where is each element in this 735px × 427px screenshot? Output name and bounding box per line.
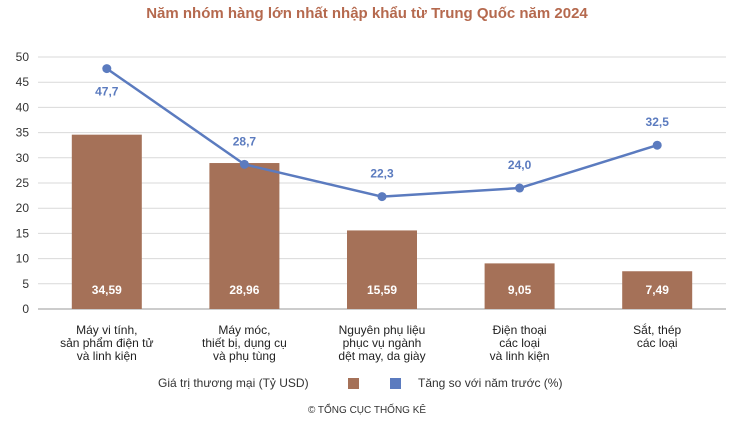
y-tick-label: 0 bbox=[22, 302, 29, 316]
line-data-label: 32,5 bbox=[646, 115, 670, 129]
line-data-label: 24,0 bbox=[508, 158, 532, 172]
gridlines bbox=[38, 56, 726, 310]
x-category-line: Máy móc, bbox=[218, 323, 270, 337]
y-tick-label: 15 bbox=[16, 226, 30, 240]
bar bbox=[622, 271, 693, 309]
line-point bbox=[652, 140, 662, 150]
bar bbox=[347, 230, 417, 309]
x-category-line: Sắt, thép bbox=[633, 322, 681, 337]
x-axis-categories: Máy vi tính, sản phẩm điện tử và linh kiện… bbox=[60, 322, 681, 363]
bar bbox=[71, 134, 142, 309]
legend-bar-label: Giá trị thương mại (Tỷ USD) bbox=[158, 376, 309, 390]
x-category-line: các loại bbox=[499, 336, 540, 350]
x-category-line: và phụ tùng bbox=[213, 349, 276, 363]
y-tick-label: 45 bbox=[16, 75, 30, 89]
x-category-line: Nguyên phụ liệu bbox=[339, 323, 426, 337]
y-tick-label: 50 bbox=[16, 50, 30, 64]
bar-data-label: 15,59 bbox=[367, 283, 397, 297]
line-point bbox=[239, 159, 249, 169]
legend-line-swatch bbox=[390, 378, 401, 389]
line-data-label: 22,3 bbox=[370, 167, 394, 181]
x-category-label: Nguyên phụ liệu phục vụ ngành dệt may, da … bbox=[338, 323, 425, 363]
line-series: 47,7 28,7 22,3 24,0 32,5 bbox=[95, 64, 670, 202]
bar-series: 34,59 28,96 15,59 9,05 7,49 bbox=[71, 134, 693, 309]
y-tick-label: 10 bbox=[16, 252, 30, 266]
y-axis: 0 5 10 15 20 25 30 35 40 45 50 bbox=[16, 50, 30, 316]
legend-line-label: Tăng so với năm trước (%) bbox=[418, 376, 562, 390]
y-tick-label: 40 bbox=[16, 100, 30, 114]
bar bbox=[484, 263, 555, 309]
line-point bbox=[377, 192, 387, 202]
x-category-line: và linh kiện bbox=[490, 349, 550, 363]
legend: Giá trị thương mại (Tỷ USD) Tăng so với … bbox=[158, 376, 562, 390]
bar-data-label: 7,49 bbox=[646, 283, 670, 297]
bar-data-label: 28,96 bbox=[229, 283, 259, 297]
line-data-label: 28,7 bbox=[233, 134, 257, 148]
bar-data-label: 9,05 bbox=[508, 283, 532, 297]
y-tick-label: 30 bbox=[16, 151, 30, 165]
bar-data-label: 34,59 bbox=[92, 283, 122, 297]
source-credit: © TỔNG CỤC THỐNG KÊ bbox=[308, 402, 426, 416]
chart-title: Năm nhóm hàng lớn nhất nhập khẩu từ Trun… bbox=[146, 5, 588, 22]
x-category-line: Điện thoại bbox=[493, 323, 547, 337]
line-point bbox=[515, 183, 525, 193]
bar bbox=[209, 163, 280, 309]
y-tick-label: 20 bbox=[16, 201, 30, 215]
x-category-label: Máy vi tính, sản phẩm điện tử và linh kiện bbox=[60, 323, 153, 363]
x-category-line: các loại bbox=[637, 336, 678, 350]
x-category-label: Máy móc, thiết bị, dụng cụ và phụ tùng bbox=[202, 323, 287, 363]
x-category-line: dệt may, da giày bbox=[338, 349, 425, 363]
x-category-label: Điện thoại các loại và linh kiện bbox=[490, 323, 550, 363]
x-category-line: sản phẩm điện tử bbox=[60, 336, 153, 350]
line-point bbox=[102, 64, 112, 74]
y-tick-label: 35 bbox=[16, 126, 30, 140]
line-data-label: 47,7 bbox=[95, 85, 119, 99]
x-category-line: và linh kiện bbox=[77, 349, 137, 363]
x-category-line: phục vụ ngành bbox=[343, 336, 422, 350]
x-category-label: Sắt, thép các loại bbox=[633, 322, 681, 350]
x-category-line: Máy vi tính, bbox=[76, 323, 137, 337]
y-tick-label: 5 bbox=[22, 277, 29, 291]
y-tick-label: 25 bbox=[16, 176, 30, 190]
x-category-line: thiết bị, dụng cụ bbox=[202, 336, 287, 350]
legend-bar-swatch bbox=[348, 378, 359, 389]
